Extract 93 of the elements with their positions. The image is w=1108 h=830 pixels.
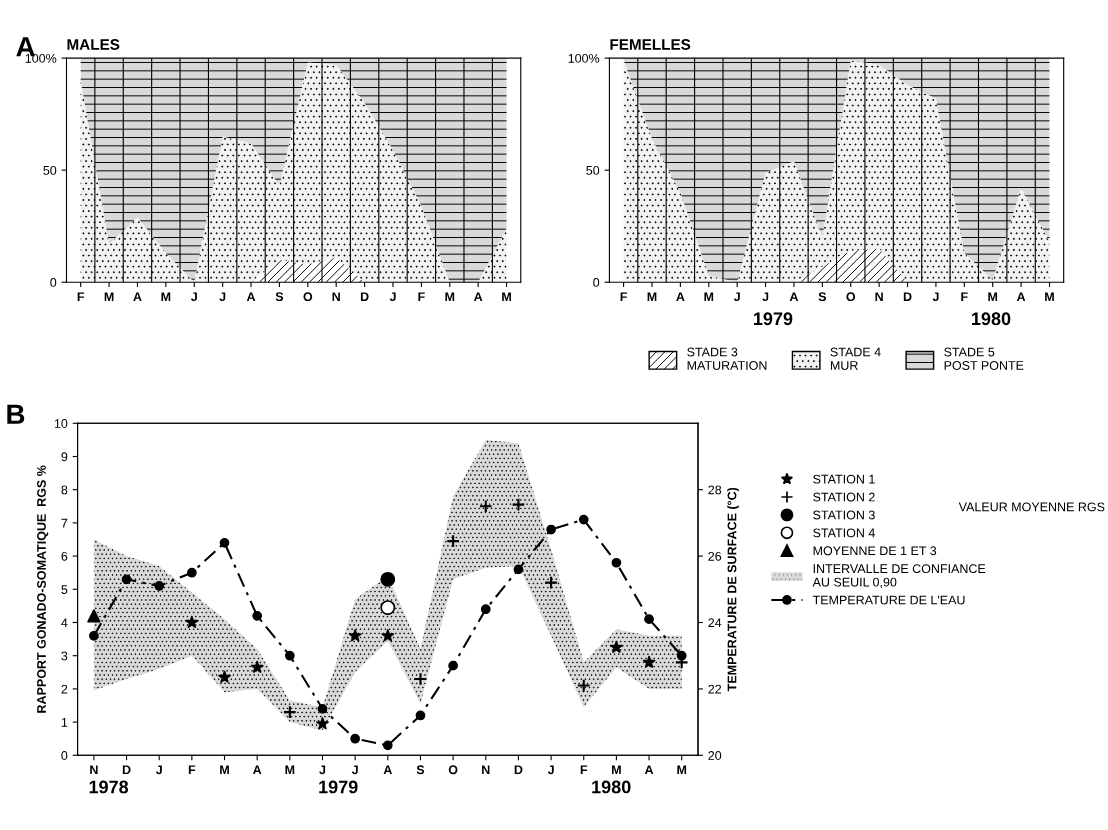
legend-label: STADE 4 MUR [830, 347, 881, 370]
x-tick-label: O [846, 292, 856, 302]
x-tick-label: N [90, 765, 98, 775]
x-tick-label: J [932, 292, 939, 302]
y2-tick-label: 28 [708, 485, 722, 495]
x-tick-label: M [647, 292, 657, 301]
y-tick-label: 8 [61, 485, 68, 495]
x-tick-label: J [190, 292, 197, 302]
x-tick-label: M [161, 292, 171, 301]
x-tick-label: M [988, 292, 998, 301]
y2-axis-title: TEMPERATURE DE SURFACE (°C) [727, 487, 739, 692]
y2-tick-label: 22 [708, 684, 722, 694]
y-tick-label: 6 [61, 551, 68, 561]
x-tick-label: J [155, 765, 162, 775]
y-tick-label: 10 [54, 419, 68, 428]
y2-tick-label: 26 [708, 551, 722, 561]
chart-title: FEMELLES [610, 39, 691, 50]
x-tick-label: A [473, 292, 483, 301]
y-tick-label: 3 [61, 651, 68, 661]
y2-tick-label: 24 [708, 618, 722, 628]
x-tick-label: A [676, 292, 685, 301]
x-tick-label: M [445, 292, 455, 301]
legend-label: STATION 1 [813, 474, 875, 484]
y-tick-label: 50 [586, 165, 600, 175]
legend-label: STADE 3 MATURATION [687, 347, 767, 370]
x-tick-label: N [875, 292, 883, 301]
text: 1979 [754, 312, 793, 326]
x-tick-label: F [961, 292, 968, 301]
x-tick-label: N [482, 765, 490, 775]
text: B [7, 404, 25, 424]
y-tick-label: 50 [43, 165, 57, 175]
x-tick-label: M [285, 765, 295, 775]
legend-label: STATION 3 [813, 510, 875, 520]
text: 1980 [592, 780, 631, 794]
x-tick-label: F [188, 765, 196, 775]
chart-title: MALES [67, 39, 120, 50]
text: 1978 [89, 780, 129, 794]
x-tick-label: M [704, 292, 714, 301]
y-tick-label: 1 [61, 718, 68, 727]
x-tick-label: J [219, 292, 226, 302]
y-tick-label: 5 [61, 585, 68, 594]
y-tick-label: 0 [50, 278, 57, 287]
y-tick-label: 0 [61, 751, 68, 760]
y-tick-label: 0 [593, 278, 600, 287]
x-tick-label: J [319, 765, 326, 775]
x-tick-label: A [789, 292, 799, 301]
x-tick-label: A [1016, 292, 1026, 301]
text: 1980 [972, 312, 1011, 326]
x-tick-label: M [1045, 292, 1054, 301]
x-tick-label: O [448, 765, 458, 775]
x-tick-label: S [818, 292, 827, 302]
x-tick-label: F [580, 765, 588, 775]
x-tick-label: A [133, 292, 142, 301]
x-tick-label: D [514, 765, 523, 775]
x-tick-label: F [620, 292, 627, 301]
x-tick-label: J [351, 765, 358, 775]
legend-label: STADE 5 POST PONTE [944, 347, 1024, 370]
x-tick-label: F [418, 292, 425, 301]
legend-label: STATION 4 [813, 528, 875, 538]
x-tick-label: A [383, 765, 392, 775]
x-tick-label: M [502, 292, 511, 301]
x-tick-label: A [252, 765, 262, 775]
x-tick-label: S [275, 292, 284, 302]
x-tick-label: D [903, 292, 912, 301]
x-tick-label: M [677, 765, 687, 775]
x-tick-label: M [612, 765, 621, 775]
x-tick-label: N [332, 292, 340, 301]
y-tick-label: 100% [568, 53, 600, 63]
y-tick-label: 4 [61, 618, 68, 628]
y-tick-label: 9 [61, 452, 68, 462]
x-tick-label: A [644, 765, 654, 775]
x-tick-label: A [246, 292, 256, 301]
x-tick-label: S [416, 765, 425, 775]
y-tick-label: 7 [61, 518, 68, 528]
text: 1979 [319, 780, 358, 794]
x-tick-label: O [303, 292, 313, 302]
x-tick-label: M [220, 765, 229, 775]
y2-tick-label: 20 [708, 751, 722, 760]
x-tick-label: J [762, 292, 769, 302]
x-tick-label: M [104, 292, 114, 301]
text: VALEUR MOYENNE RGS [958, 502, 1105, 512]
legend-label: STATION 2 [813, 492, 875, 502]
x-tick-label: J [733, 292, 740, 302]
y-axis-title: RAPPORT GONADO-SOMATIQUE RGS % [37, 465, 49, 713]
legend-label: MOYENNE DE 1 ET 3 [813, 546, 937, 556]
x-tick-label: J [389, 292, 396, 302]
x-tick-label: D [122, 765, 131, 775]
legend-label: INTERVALLE DE CONFIANCE AU SEUIL 0,90 [812, 564, 986, 589]
legend-label: TEMPERATURE DE L'EAU [812, 595, 965, 605]
x-tick-label: J [547, 765, 554, 775]
x-tick-label: F [77, 292, 85, 301]
x-tick-label: D [360, 292, 369, 301]
y-tick-label: 2 [61, 684, 68, 694]
